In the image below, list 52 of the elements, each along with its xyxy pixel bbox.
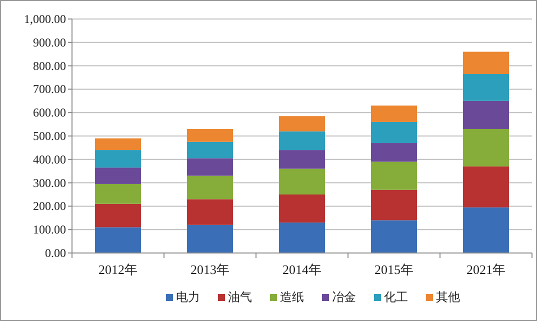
- bar: [371, 190, 417, 220]
- bar: [95, 138, 141, 150]
- bar: [187, 142, 233, 158]
- y-tick-label: 600.00: [33, 106, 66, 120]
- y-tick-label: 900.00: [33, 35, 66, 50]
- legend-label: 造纸: [280, 290, 304, 304]
- bar: [371, 122, 417, 144]
- bar: [279, 116, 325, 132]
- legend-label: 油气: [228, 290, 252, 304]
- y-tick-label: 200.00: [33, 199, 66, 214]
- bar: [463, 100, 509, 129]
- bar: [279, 150, 325, 169]
- bar: [463, 207, 509, 253]
- y-tick-label: 100.00: [33, 222, 66, 237]
- bar: [187, 128, 233, 142]
- bar: [95, 184, 141, 204]
- y-tick-label: 300.00: [33, 176, 66, 190]
- bar: [279, 194, 325, 223]
- bar: [371, 162, 417, 190]
- bar: [187, 158, 233, 176]
- y-tick-label: 400.00: [33, 152, 66, 166]
- bar: [95, 150, 141, 168]
- bar: [95, 227, 141, 253]
- bar: [187, 224, 233, 253]
- x-tick-label: 2021年: [466, 262, 506, 277]
- bar: [187, 176, 233, 200]
- x-tick-label: 2013年: [190, 262, 230, 277]
- bar: [371, 220, 417, 253]
- y-tick-label: 500.00: [33, 129, 66, 143]
- bar: [279, 131, 325, 150]
- bar: [279, 222, 325, 253]
- x-tick-label: 2014年: [282, 262, 322, 277]
- bar: [463, 128, 509, 166]
- bar: [463, 166, 509, 208]
- bar: [95, 168, 141, 184]
- bar: [279, 168, 325, 194]
- bar: [187, 199, 233, 225]
- bar: [463, 52, 509, 74]
- bar: [371, 106, 417, 122]
- bar: [371, 143, 417, 162]
- y-tick-label: 700.00: [33, 82, 66, 96]
- legend-label: 冶金: [332, 290, 356, 304]
- legend-label: 电力: [176, 290, 200, 304]
- y-tick-label: 0.00: [45, 246, 66, 260]
- bar: [463, 74, 509, 101]
- legend-label: 化工: [384, 290, 408, 304]
- bar: [95, 204, 141, 228]
- x-tick-label: 2015年: [374, 262, 414, 277]
- y-tick-label: 800.00: [33, 58, 66, 73]
- y-tick-label: 1,000.00: [24, 12, 66, 26]
- x-tick-label: 2012年: [98, 262, 138, 277]
- legend-label: 其他: [436, 290, 460, 304]
